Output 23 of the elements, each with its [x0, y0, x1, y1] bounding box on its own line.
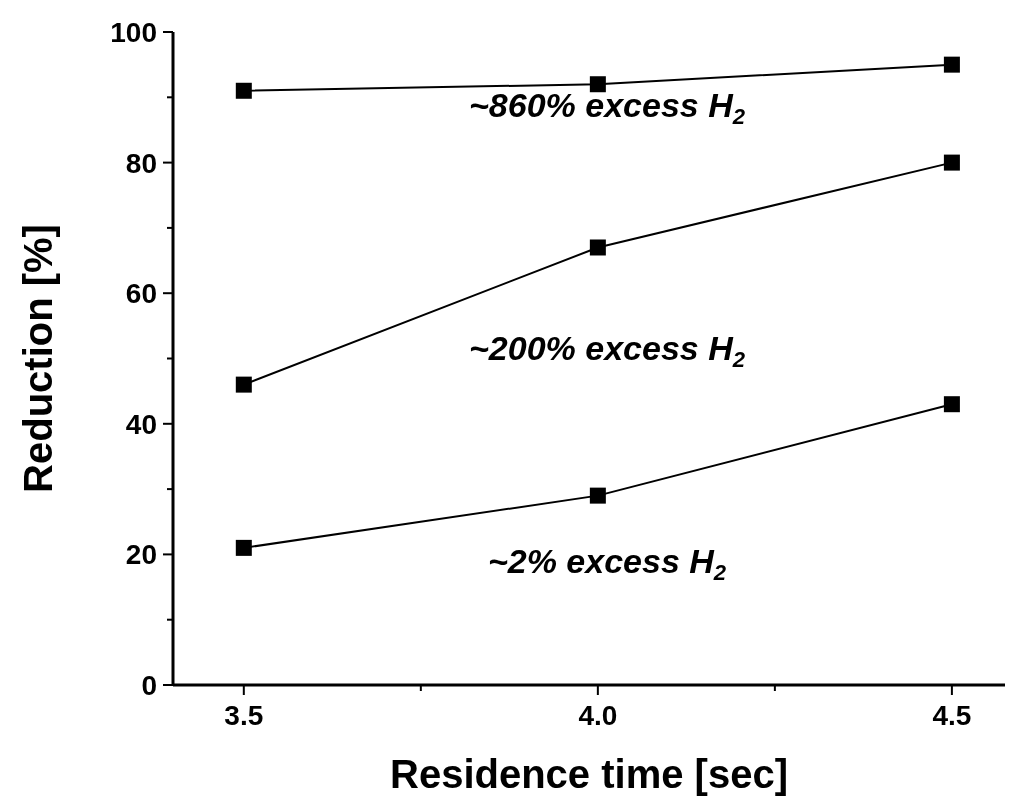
annotation: ~860% excess H$_{2}$ [468, 86, 746, 129]
point [943, 56, 960, 73]
x-tick-label: 3.5 [224, 700, 264, 731]
x-tick-label: 4.5 [932, 700, 972, 731]
x-axis-title: Residence time [sec] [390, 752, 788, 796]
y-tick-label: 40 [125, 408, 157, 440]
y-tick-label: 60 [125, 278, 157, 310]
point [235, 539, 252, 556]
annotation: ~2% excess H$_{2}$ [487, 542, 727, 585]
y-axis-title: Reduction [%] [16, 224, 60, 493]
point [943, 396, 960, 413]
point [235, 82, 252, 99]
y-tick-label: 20 [125, 539, 157, 571]
point [589, 487, 606, 504]
x-tick-label: 4.0 [578, 700, 618, 731]
y-tick-label: 100 [110, 17, 157, 48]
annotation: ~200% excess H$_{2}$ [468, 329, 746, 372]
point [589, 76, 606, 93]
y-tick-label: 0 [141, 670, 157, 701]
point [943, 154, 960, 171]
y-tick-label: 80 [125, 147, 157, 179]
point [235, 376, 252, 393]
point [589, 239, 606, 256]
